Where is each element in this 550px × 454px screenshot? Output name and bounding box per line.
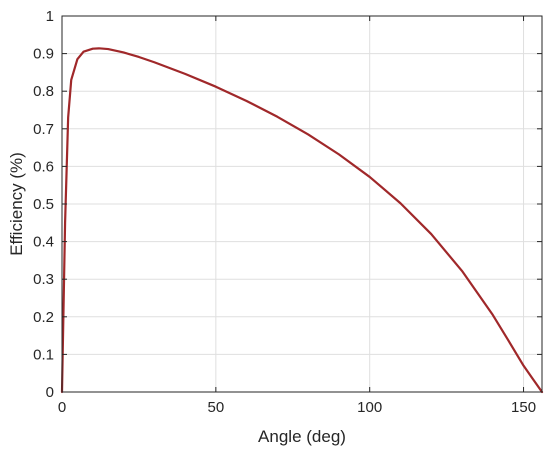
y-tick-label: 0.6: [33, 158, 54, 175]
y-tick-label: 0.8: [33, 83, 54, 100]
y-tick-label: 0.3: [33, 271, 54, 288]
x-tick-label: 150: [511, 399, 536, 416]
y-tick-label: 0: [46, 384, 54, 401]
y-tick-label: 0.2: [33, 309, 54, 326]
efficiency-series-line: [60, 47, 544, 394]
x-tick-label: 0: [58, 399, 66, 416]
ticks: 0 50 100 150 0 0.1 0.2 0.3 0.4 0.5 0.6 0.7 0.8 0.9 1: [33, 8, 542, 416]
y-axis-title: Efficiency (%): [7, 152, 26, 256]
y-tick-label: 1: [46, 8, 54, 25]
x-tick-label: 50: [208, 399, 225, 416]
y-tick-label: 0.4: [33, 234, 54, 251]
y-tick-label: 0.7: [33, 121, 54, 138]
y-tick-label: 0.9: [33, 46, 54, 63]
y-tick-label: 0.1: [33, 346, 54, 363]
x-tick-label: 100: [357, 399, 382, 416]
series-layer: [60, 47, 544, 394]
x-axis-title: Angle (deg): [258, 427, 346, 446]
y-tick-label: 0.5: [33, 196, 54, 213]
grid: [61, 15, 542, 393]
